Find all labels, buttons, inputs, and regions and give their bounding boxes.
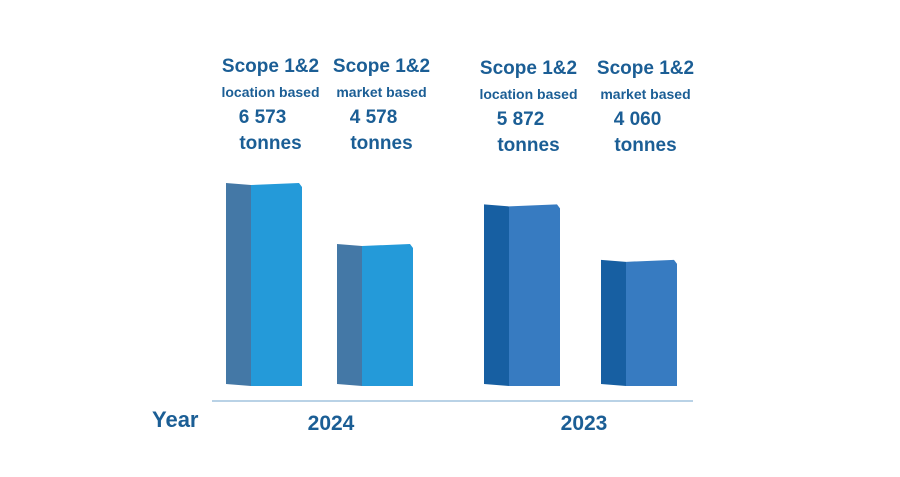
bar-basis-label: market based [336,84,426,100]
bar-series-label: Scope 1&2 [333,56,430,77]
bar-basis-label: location based [221,84,319,100]
bar-value-label: 4 060 [614,109,662,130]
bar-unit-label: tonnes [239,133,301,154]
x-axis-title: Year [152,407,199,432]
bar-side-face [484,204,509,386]
bar-value-label: 5 872 [497,109,545,130]
bar-side-face [601,259,626,386]
bar-front-face [251,183,302,386]
bar-value-label: 6 573 [239,107,287,128]
bar-series-label: Scope 1&2 [480,58,577,79]
bar-series-label: Scope 1&2 [222,56,319,77]
bar-basis-label: market based [600,86,690,102]
bar-side-face [337,244,362,386]
bar-2023-0 [484,204,560,386]
bar-front-face [509,204,560,386]
bar-unit-label: tonnes [614,135,676,156]
bar-basis-label: location based [479,86,577,102]
bar-2024-0 [226,183,302,386]
bar-2023-1 [601,259,677,386]
bar-front-face [362,244,413,386]
bar-2024-1 [337,244,413,386]
bar-unit-label: tonnes [350,133,412,154]
year-label-2023: 2023 [561,412,608,435]
bar-series-label: Scope 1&2 [597,58,694,79]
bar-unit-label: tonnes [497,135,559,156]
bar-side-face [226,183,251,386]
year-label-2024: 2024 [308,412,355,435]
bar-value-label: 4 578 [350,107,398,128]
bar-front-face [626,259,677,386]
